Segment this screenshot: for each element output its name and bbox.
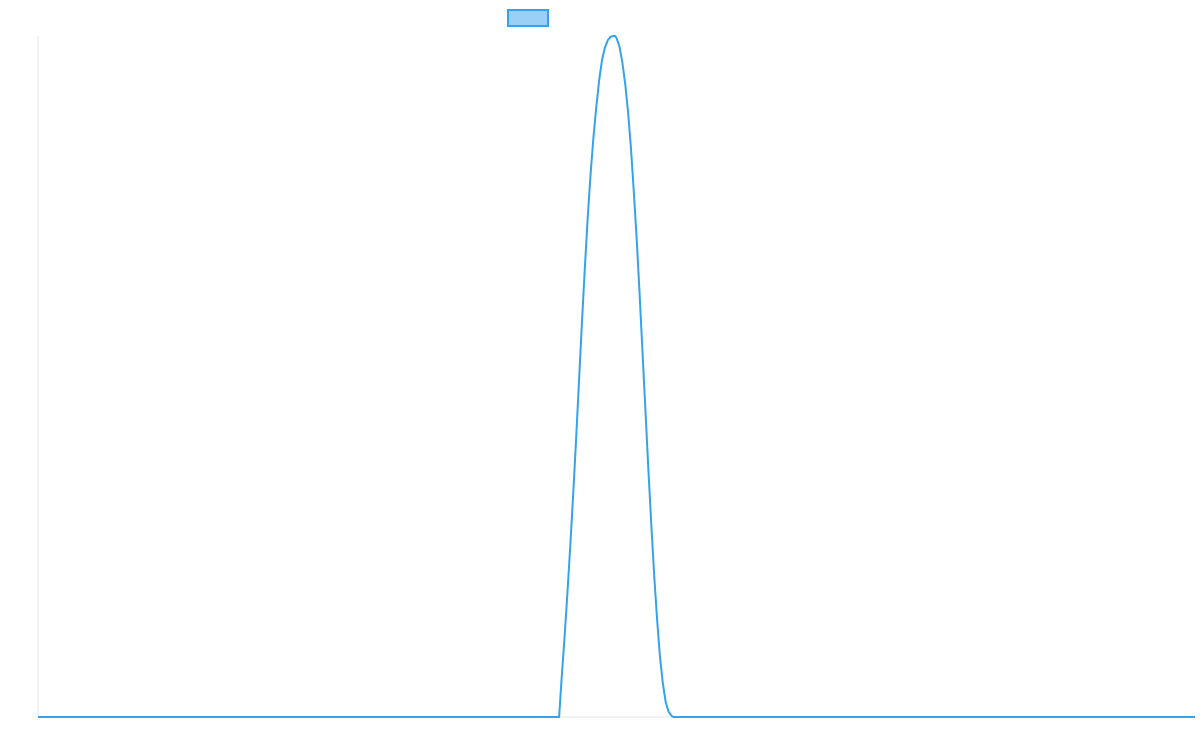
legend[interactable] xyxy=(507,9,549,27)
series-line xyxy=(38,35,1195,718)
legend-swatch[interactable] xyxy=(507,9,549,27)
series-layer xyxy=(38,35,1195,718)
